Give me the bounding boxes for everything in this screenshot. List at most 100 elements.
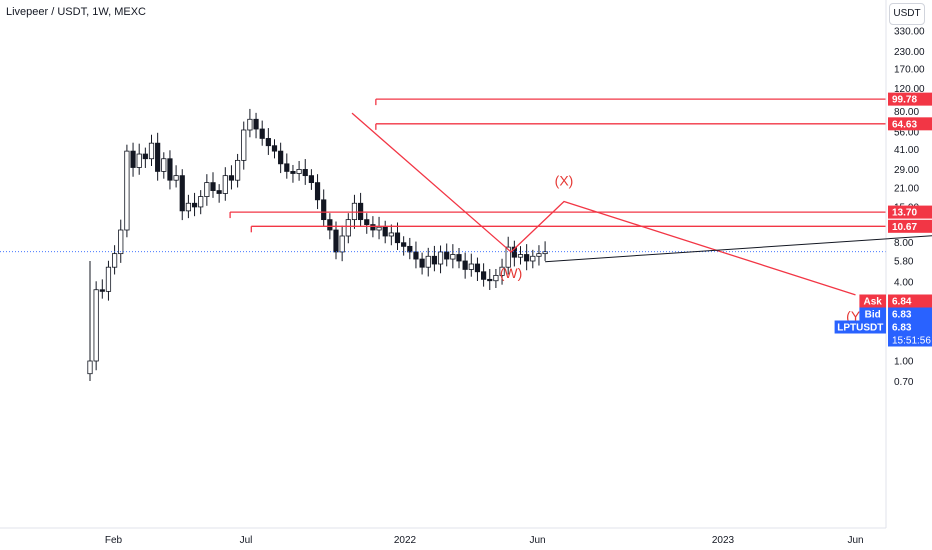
candle	[155, 132, 161, 181]
candle-body	[517, 254, 524, 258]
candle	[388, 224, 394, 246]
y-tick-label: 120.00	[894, 84, 925, 95]
candle-body	[333, 229, 339, 253]
arrow-up-small	[545, 235, 932, 263]
candle-body	[474, 263, 481, 273]
candle-body	[524, 254, 530, 262]
candle-body	[394, 232, 401, 244]
candle-body	[234, 159, 241, 181]
candle-body	[99, 289, 105, 292]
candle	[118, 219, 124, 263]
candle-body	[407, 245, 413, 253]
candle-body	[259, 128, 265, 139]
candle	[530, 249, 536, 269]
y-tick-label: 0.70	[894, 377, 914, 388]
y-tick-label: 4.00	[894, 278, 914, 289]
candle	[480, 263, 487, 287]
price-tag-value: 99.78	[892, 95, 917, 106]
price-tag-bg	[888, 219, 932, 233]
candle	[112, 245, 118, 275]
price-tag-label: Bid	[865, 310, 881, 321]
candle-body	[382, 226, 388, 237]
candle-body	[216, 190, 222, 194]
candle-body	[228, 175, 235, 181]
candle	[499, 258, 505, 285]
y-tick-label: 56.00	[894, 127, 919, 138]
currency-button[interactable]: USDT	[889, 3, 925, 25]
candle-body	[210, 182, 216, 191]
candle-body	[327, 219, 333, 231]
candle-body	[425, 255, 431, 268]
x-tick-label: Feb	[105, 535, 123, 546]
candle-body	[247, 118, 253, 131]
x-tick-label: Jul	[240, 535, 253, 546]
candle-body	[87, 360, 93, 375]
candle-body	[462, 260, 468, 270]
candle	[314, 174, 321, 210]
candle	[493, 268, 499, 288]
candle	[431, 245, 438, 272]
candle	[511, 240, 517, 267]
wave-lines	[351, 112, 856, 296]
price-tag-bg	[888, 205, 932, 219]
candle	[191, 192, 198, 217]
candle	[142, 147, 148, 168]
candle	[130, 142, 136, 177]
y-tick-label: 21.00	[894, 183, 919, 194]
candle-body	[222, 175, 228, 194]
candle	[345, 213, 351, 244]
candle	[401, 236, 407, 256]
price-tag-value: 6.83	[892, 323, 912, 334]
candle-body	[419, 258, 425, 268]
candle-body	[308, 175, 315, 184]
candle	[290, 164, 296, 183]
candle-body	[148, 142, 155, 160]
candle	[308, 169, 315, 190]
candle	[124, 144, 130, 238]
price-tag-label: LPTUSDT	[837, 323, 883, 334]
candle	[376, 216, 382, 240]
candle	[99, 279, 105, 299]
price-tag-value: 6.83	[892, 310, 912, 321]
candle	[210, 172, 216, 198]
candle-body	[302, 169, 308, 177]
y-tick-label: 1.00	[894, 357, 914, 368]
price-tag-bg	[888, 307, 932, 321]
candle-body	[93, 289, 99, 362]
candle	[296, 160, 302, 181]
candle-body	[431, 255, 438, 265]
candle-body	[112, 253, 118, 268]
candle	[216, 184, 222, 203]
price-tag-label: Ask	[864, 297, 883, 308]
candle	[167, 150, 173, 190]
candle-body	[505, 246, 511, 268]
price-tag-bg	[888, 320, 932, 347]
candle	[407, 237, 413, 260]
candle-body	[271, 145, 278, 152]
candle-body	[450, 254, 456, 260]
y-tick-label: 80.00	[894, 107, 919, 118]
x-tick-label: 2023	[712, 535, 735, 546]
candle	[321, 189, 327, 227]
candle-body	[530, 255, 536, 262]
candle-body	[284, 163, 290, 172]
candle-body	[536, 253, 542, 257]
candle-body	[198, 196, 204, 208]
price-tag-value: 6.84	[892, 297, 912, 308]
y-tick-label: 230.00	[894, 47, 925, 58]
candle-body	[468, 263, 474, 270]
candle	[173, 165, 179, 188]
wave-label: (X)	[555, 173, 574, 189]
candle-body	[376, 226, 382, 231]
candle	[161, 152, 167, 179]
candle-body	[493, 275, 499, 282]
candle-body	[413, 251, 419, 260]
price-tag-value: 10.67	[892, 222, 917, 233]
candle-body	[155, 142, 161, 172]
candle-body	[179, 175, 185, 212]
candle	[278, 142, 284, 174]
candle	[179, 169, 185, 221]
candle	[357, 192, 364, 227]
candle-body	[401, 242, 407, 247]
